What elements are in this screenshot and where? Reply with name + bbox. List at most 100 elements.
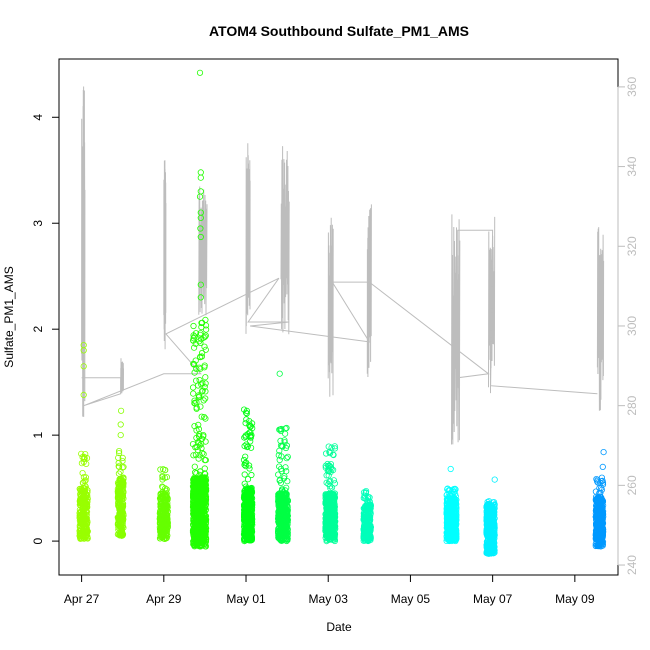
data-point [197, 354, 204, 361]
data-point [241, 471, 248, 478]
data-point [81, 477, 88, 485]
data-point [202, 316, 209, 323]
y-tick-label: 3 [31, 220, 45, 227]
data-point [596, 535, 604, 542]
data-point [116, 532, 123, 539]
data-point [190, 539, 197, 546]
data-point [190, 479, 197, 486]
data-point [191, 508, 198, 516]
data-point [276, 370, 283, 377]
data-point [275, 497, 282, 504]
data-point [157, 512, 165, 519]
data-point [191, 463, 198, 470]
data-point [247, 529, 254, 537]
x-axis-label: Date [326, 620, 352, 634]
data-point [360, 505, 367, 512]
data-point [196, 529, 203, 536]
data-point [200, 450, 207, 458]
data-point [248, 471, 255, 479]
data-point [444, 518, 451, 526]
data-point [199, 449, 206, 457]
data-point [198, 388, 206, 395]
data-point [448, 533, 456, 541]
data-point [367, 503, 374, 510]
data-point [78, 512, 85, 520]
data-point [78, 450, 85, 457]
data-point [446, 502, 454, 509]
data-point [323, 479, 330, 486]
data-point [281, 524, 288, 531]
y-tick-label: 1 [31, 431, 45, 438]
data-point [275, 452, 282, 459]
data-point [118, 493, 125, 501]
data-point [242, 432, 249, 439]
data-point [277, 442, 285, 449]
data-point [198, 413, 205, 420]
data-point [242, 453, 249, 460]
data-point [244, 443, 251, 450]
data-point [192, 520, 199, 527]
data-point [117, 431, 124, 439]
data-point [115, 459, 122, 467]
y-axis-label: Sulfate_PM1_AMS [2, 266, 16, 367]
data-point [191, 333, 198, 340]
y2-tick-label: 260 [625, 475, 639, 495]
data-point [490, 520, 497, 527]
data-point [119, 531, 127, 538]
data-point [202, 506, 209, 513]
data-point [80, 347, 87, 354]
data-point [243, 508, 250, 515]
secondary-burst-line [245, 143, 251, 334]
data-point [156, 535, 164, 542]
data-point [484, 536, 492, 543]
data-point [322, 518, 329, 526]
data-point [593, 516, 600, 524]
data-point [330, 510, 337, 517]
data-point [247, 433, 254, 440]
data-point [447, 508, 454, 516]
data-point [592, 530, 600, 537]
data-point [600, 448, 607, 456]
data-point [202, 346, 209, 353]
data-point [329, 494, 336, 502]
data-point [248, 491, 255, 498]
data-point [158, 522, 165, 529]
data-point [330, 477, 337, 484]
data-point [197, 330, 204, 337]
data-point [191, 397, 198, 404]
data-point [160, 503, 167, 510]
data-point [199, 498, 206, 506]
data-point [157, 516, 164, 523]
data-point [202, 495, 209, 502]
data-point [331, 496, 338, 503]
data-point [363, 513, 370, 521]
data-point [284, 498, 291, 505]
data-point [120, 463, 127, 471]
data-point [283, 537, 290, 545]
data-point [491, 476, 498, 483]
data-point [76, 527, 83, 535]
x-tick-label: Apr 29 [146, 592, 182, 606]
data-point [115, 463, 122, 470]
data-point [490, 512, 497, 519]
data-point [80, 363, 87, 370]
data-point [488, 539, 495, 546]
data-point [197, 527, 204, 535]
data-point [202, 470, 209, 478]
data-point [283, 491, 290, 499]
data-point [196, 513, 204, 521]
data-point [277, 523, 284, 530]
data-point [202, 380, 209, 387]
data-point [80, 455, 88, 463]
data-point [598, 514, 606, 521]
data-point [275, 471, 282, 478]
data-point [280, 497, 287, 505]
data-point [193, 377, 200, 384]
data-point [197, 339, 204, 346]
data-point [326, 450, 334, 457]
data-point [450, 505, 458, 512]
data-point [483, 503, 490, 510]
data-point [361, 494, 368, 501]
data-point [83, 520, 90, 527]
